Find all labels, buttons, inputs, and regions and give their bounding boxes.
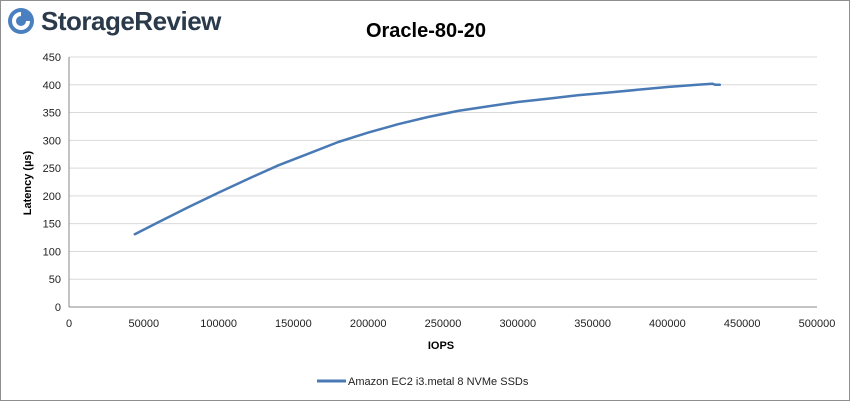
y-tick-label: 0 <box>55 302 61 314</box>
y-tick-label: 50 <box>49 274 61 286</box>
x-tick-label: 500000 <box>799 318 836 330</box>
brand-name: StorageReview <box>41 5 221 36</box>
x-tick-label: 250000 <box>425 318 462 330</box>
x-tick-label: 450000 <box>724 318 761 330</box>
y-tick-label: 100 <box>43 246 61 258</box>
y-axis-ticks: 0 50 100 150 200 250 300 350 400 450 <box>43 52 61 314</box>
x-tick-label: 0 <box>66 318 72 330</box>
x-tick-label: 300000 <box>499 318 536 330</box>
y-tick-label: 400 <box>43 80 61 92</box>
y-axis-label: Latency (µs) <box>22 150 34 215</box>
y-tick-label: 200 <box>43 191 61 203</box>
y-tick-label: 150 <box>43 219 61 231</box>
x-tick-label: 150000 <box>275 318 312 330</box>
x-tick-label: 350000 <box>574 318 611 330</box>
y-tick-label: 300 <box>43 135 61 147</box>
series-line-0 <box>133 82 722 236</box>
x-tick-label: 400000 <box>649 318 686 330</box>
x-axis-label: IOPS <box>428 340 454 352</box>
x-tick-label: 200000 <box>350 318 387 330</box>
legend-label: Amazon EC2 i3.metal 8 NVMe SSDs <box>348 376 529 388</box>
x-tick-label: 100000 <box>200 318 237 330</box>
y-tick-label: 250 <box>43 163 61 175</box>
storagereview-logo-icon <box>8 8 34 34</box>
logo: StorageReview <box>6 4 221 38</box>
y-tick-label: 350 <box>43 108 61 120</box>
x-tick-label: 50000 <box>129 318 160 330</box>
x-axis-ticks: 0 50000 100000 150000 200000 250000 300000 3500… <box>66 318 835 330</box>
chart-title: Oracle-80-20 <box>366 20 486 42</box>
gridlines <box>68 56 817 308</box>
y-tick-label: 450 <box>43 52 61 64</box>
series-lines <box>133 82 722 236</box>
legend: Amazon EC2 i3.metal 8 NVMe SSDs <box>317 376 529 388</box>
